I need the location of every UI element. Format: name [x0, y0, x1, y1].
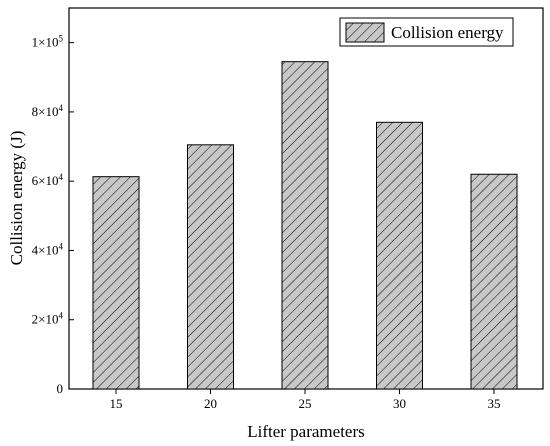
y-tick-label: 6×104 [32, 172, 64, 188]
y-axis-label: Collision energy (J) [7, 131, 26, 266]
bars [92, 61, 518, 390]
x-tick-label: 35 [488, 396, 501, 411]
x-tick-label: 15 [110, 396, 123, 411]
bar-25 [281, 61, 329, 390]
y-tick-label: 8×104 [32, 103, 64, 119]
bar-20 [187, 144, 234, 390]
x-axis-label: Lifter parameters [247, 422, 365, 441]
x-tick-label: 20 [204, 396, 217, 411]
legend-swatch [345, 22, 385, 43]
legend-label: Collision energy [391, 23, 504, 42]
legend: Collision energy [339, 17, 514, 47]
y-tick-label: 2×104 [32, 311, 64, 327]
y-tick-label: 1×105 [32, 34, 64, 50]
x-tick-label: 25 [299, 396, 312, 411]
x-axis-ticks: 15 20 25 30 35 [110, 389, 501, 411]
y-axis-ticks: 0 2×104 4×104 6×104 8×104 1×105 [32, 34, 74, 396]
x-tick-label: 30 [393, 396, 406, 411]
y-tick-label: 0 [57, 381, 64, 396]
bar-35 [470, 173, 518, 390]
y-tick-label: 4×104 [32, 241, 64, 257]
bar-15 [92, 176, 140, 390]
bar-30 [376, 121, 423, 390]
